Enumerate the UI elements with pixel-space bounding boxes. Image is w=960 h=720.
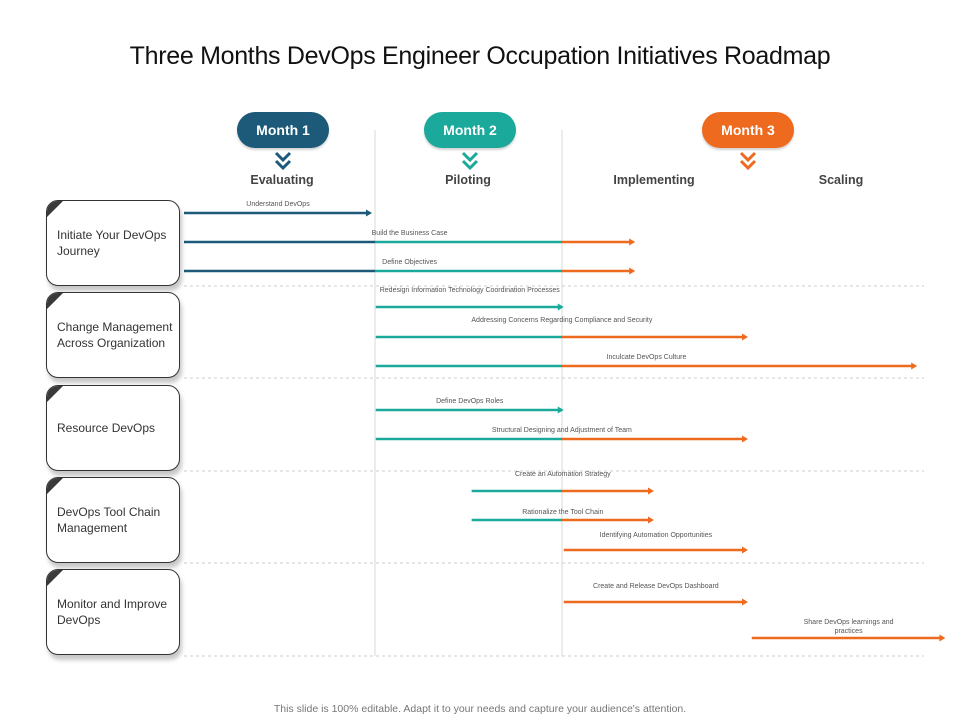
card-corner-mark xyxy=(47,201,63,217)
task-label: Create and Release DevOps Dashboard xyxy=(593,583,719,590)
task-label: Create an Automation Strategy xyxy=(514,471,611,478)
arrow-head-icon xyxy=(648,487,654,495)
card-corner-mark xyxy=(47,478,63,494)
phase-piloting: Piloting xyxy=(445,173,491,187)
task-label: Define DevOps Roles xyxy=(436,398,504,405)
task-label: Identifying Automation Opportunities xyxy=(599,532,713,539)
card-corner-mark xyxy=(47,386,63,402)
task-label: Understand DevOps xyxy=(246,201,310,208)
arrow-head-icon xyxy=(939,634,946,642)
arrow-head-icon xyxy=(557,406,564,414)
month-1-label: Month 1 xyxy=(256,122,310,138)
task-label: Define Objectives xyxy=(382,259,438,266)
phase-implementing: Implementing xyxy=(613,173,695,187)
category-card-resource: Resource DevOps xyxy=(46,385,180,471)
category-card-change-management: Change Management Across Organization xyxy=(46,292,180,378)
card-corner-mark xyxy=(47,293,63,309)
chevron-double-down-icon xyxy=(274,151,292,171)
card-corner-mark xyxy=(47,570,63,586)
chevron-double-down-icon xyxy=(739,151,757,171)
phase-evaluating: Evaluating xyxy=(250,173,314,187)
page-title: Three Months DevOps Engineer Occupation … xyxy=(129,42,831,70)
footer-note: This slide is 100% editable. Adapt it to… xyxy=(273,703,687,715)
category-card-tool-chain: DevOps Tool Chain Management xyxy=(46,477,180,563)
arrow-head-icon xyxy=(629,238,636,246)
category-card-initiate: Initiate Your DevOps Journey xyxy=(46,200,180,286)
month-3-badge: Month 3 xyxy=(702,112,794,148)
category-card-monitor: Monitor and Improve DevOps xyxy=(46,569,180,655)
category-label: DevOps Tool Chain Management xyxy=(57,505,161,535)
month-3-label: Month 3 xyxy=(721,122,775,138)
arrow-head-icon xyxy=(742,435,748,443)
category-label: Initiate Your DevOps Journey xyxy=(57,228,167,258)
arrow-head-icon xyxy=(629,267,636,275)
arrow-head-icon xyxy=(648,516,654,524)
chevron-double-down-icon xyxy=(461,151,479,171)
task-label: Share DevOps learnings and practices xyxy=(803,619,894,635)
task-label: Inculcate DevOps Culture xyxy=(606,354,687,361)
month-1-badge: Month 1 xyxy=(237,112,329,148)
category-label: Resource DevOps xyxy=(57,421,156,435)
arrow-head-icon xyxy=(742,333,748,341)
arrow-head-icon xyxy=(742,546,748,554)
month-2-badge: Month 2 xyxy=(424,112,516,148)
arrow-head-icon xyxy=(557,303,564,311)
phase-scaling: Scaling xyxy=(818,173,864,187)
arrow-head-icon xyxy=(742,598,748,606)
task-label: Structural Designing and Adjustment of T… xyxy=(491,427,632,434)
task-label: Addressing Concerns Regarding Compliance… xyxy=(471,317,653,324)
month-2-label: Month 2 xyxy=(443,122,497,138)
task-label: Build the Business Case xyxy=(371,230,448,237)
arrow-head-icon xyxy=(911,362,918,370)
arrow-head-icon xyxy=(366,209,372,217)
task-label: Rationalize the Tool Chain xyxy=(522,509,604,516)
category-label: Change Management Across Organization xyxy=(57,320,173,350)
task-label: Redesign Information Technology Coordina… xyxy=(379,287,560,294)
category-label: Monitor and Improve DevOps xyxy=(57,597,168,627)
